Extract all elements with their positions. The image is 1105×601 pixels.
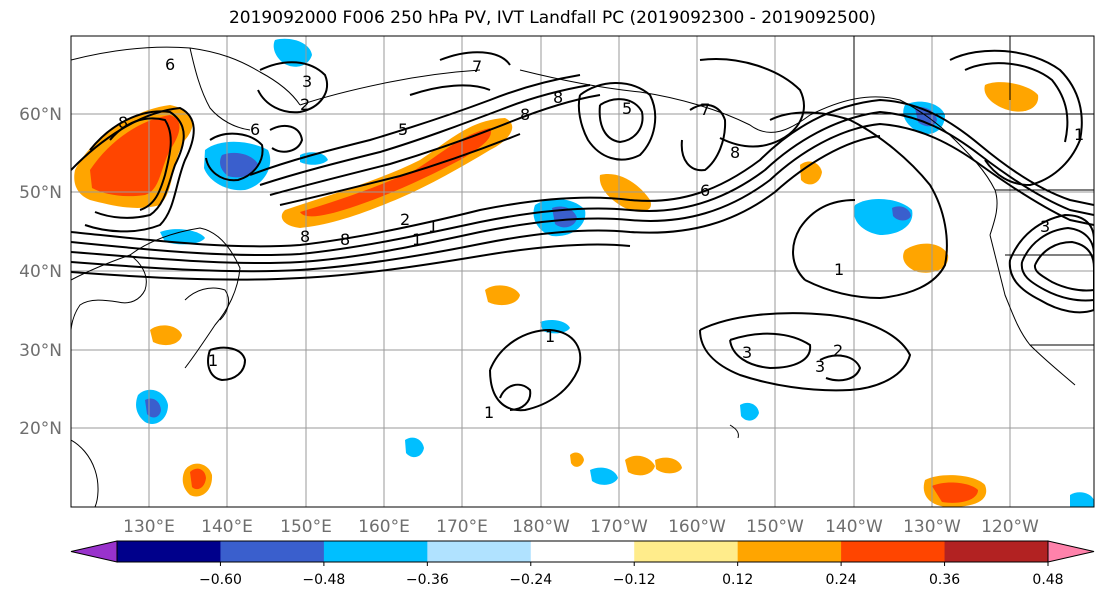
anomaly-positive bbox=[625, 455, 655, 476]
contour-label: 1 bbox=[484, 403, 494, 422]
lon-label: 140°E bbox=[201, 517, 253, 537]
lat-label-30n: 30°N bbox=[19, 341, 62, 361]
pv-contours bbox=[71, 49, 1094, 412]
anomaly-positive bbox=[984, 82, 1039, 112]
anomaly-positive bbox=[655, 457, 682, 474]
colorbar-segment bbox=[634, 541, 739, 562]
contour-label: 7 bbox=[700, 100, 710, 119]
lon-label: 140°W bbox=[825, 517, 883, 537]
contour-label: 8 bbox=[520, 105, 530, 124]
contour-label: 3 bbox=[302, 72, 312, 91]
lon-label: 130°W bbox=[903, 517, 961, 537]
anomaly-negative bbox=[405, 437, 424, 458]
map-title: 2019092000 F006 250 hPa PV, IVT Landfall… bbox=[228, 8, 876, 28]
anomaly-negative bbox=[273, 38, 312, 67]
colorbar-segment bbox=[737, 541, 842, 562]
colorbar-tick-label: 0.36 bbox=[929, 572, 960, 588]
colorbar-tick-label: 0.48 bbox=[1032, 572, 1063, 588]
lon-label: 150°W bbox=[746, 517, 804, 537]
pv-shading bbox=[74, 38, 1094, 507]
contour-label: 8 bbox=[300, 227, 310, 246]
anomaly-positive-core bbox=[932, 482, 978, 503]
contour-label: 5 bbox=[622, 99, 632, 118]
anomaly-negative-core bbox=[892, 206, 911, 221]
colorbar-extend-high bbox=[1047, 540, 1095, 563]
contour-label: 2 bbox=[833, 341, 843, 360]
colorbar-segment bbox=[841, 541, 946, 562]
anomaly-negative bbox=[740, 402, 759, 421]
contour-label: 3 bbox=[815, 357, 825, 376]
colorbar-tick-label: −0.48 bbox=[302, 572, 345, 588]
anomaly-positive bbox=[599, 174, 651, 212]
colorbar-segment bbox=[530, 541, 635, 562]
colorbar-tick-label: −0.24 bbox=[509, 572, 552, 588]
contour-label: 8 bbox=[553, 88, 563, 107]
contour-label: 1 bbox=[208, 351, 218, 370]
anomaly-positive-core bbox=[90, 115, 180, 197]
contour-label: 3 bbox=[742, 343, 752, 362]
colorbar-segment bbox=[117, 541, 221, 562]
longitude-axis: 130°E 140°E 150°E 160°E 170°E 180°W 170°… bbox=[123, 517, 1039, 537]
graticule bbox=[71, 36, 1094, 507]
anomaly-negative bbox=[160, 229, 205, 245]
contour-label: 8 bbox=[340, 230, 350, 249]
anomaly-positive bbox=[150, 325, 182, 346]
anomaly-negative-core bbox=[552, 206, 577, 228]
anomaly-positive bbox=[485, 285, 520, 306]
lat-label-40n: 40°N bbox=[19, 262, 62, 282]
lon-label: 130°E bbox=[123, 517, 175, 537]
contour-label: 1 bbox=[428, 217, 438, 236]
colorbar-frame bbox=[116, 540, 1049, 563]
colorbar-tick-label: −0.36 bbox=[406, 572, 449, 588]
lon-label: 170°W bbox=[590, 517, 648, 537]
colorbar-segment bbox=[323, 541, 428, 562]
colorbar bbox=[70, 540, 1095, 563]
colorbar-segment bbox=[220, 541, 325, 562]
contour-label: 2 bbox=[300, 95, 310, 114]
colorbar-tick-label: −0.12 bbox=[613, 572, 656, 588]
anomaly-positive bbox=[903, 243, 949, 273]
contour-label: 7 bbox=[472, 57, 482, 76]
anomaly-negative bbox=[590, 467, 618, 485]
contour-label: 1 bbox=[412, 230, 422, 249]
anomaly-negative-core bbox=[220, 152, 258, 178]
lat-label-60n: 60°N bbox=[19, 105, 62, 125]
lat-label-50n: 50°N bbox=[19, 183, 62, 203]
contour-label: 5 bbox=[398, 120, 408, 139]
anomaly-negative bbox=[300, 152, 328, 165]
map-frame bbox=[70, 35, 1095, 508]
lon-label: 160°W bbox=[668, 517, 726, 537]
lon-label: 180°W bbox=[512, 517, 570, 537]
lon-label: 120°W bbox=[981, 517, 1039, 537]
colorbar-segment bbox=[944, 541, 1049, 562]
contour-label: 6 bbox=[700, 181, 710, 200]
lon-label: 150°E bbox=[280, 517, 332, 537]
colorbar-tick-label: 0.24 bbox=[826, 572, 857, 588]
contour-label: 6 bbox=[165, 55, 175, 74]
contour-label: 8 bbox=[118, 113, 128, 132]
contour-label: 8 bbox=[730, 143, 740, 162]
contour-label: 6 bbox=[250, 120, 260, 139]
contour-label: 3 bbox=[1040, 217, 1050, 236]
contour-labels: 8 8 8 8 8 8 7 5 3 2 2 1 1 1 1 1 1 3 3 2 … bbox=[118, 55, 1084, 422]
colorbar-ticks: −0.60 −0.48 −0.36 −0.24 −0.12 0.12 0.24 0.36 0.4… bbox=[199, 562, 1064, 588]
colorbar-segment bbox=[427, 541, 532, 562]
anomaly-positive bbox=[570, 452, 584, 467]
colorbar-tick-label: −0.60 bbox=[199, 572, 242, 588]
colorbar-extend-low bbox=[70, 540, 118, 563]
anomaly-positive-core bbox=[190, 468, 206, 490]
lon-label: 170°E bbox=[436, 517, 488, 537]
lon-label: 160°E bbox=[358, 517, 410, 537]
lat-label-20n: 20°N bbox=[19, 419, 62, 439]
colorbar-tick-label: 0.12 bbox=[722, 572, 753, 588]
contour-label: 1 bbox=[834, 260, 844, 279]
contour-label: 2 bbox=[400, 210, 410, 229]
anomaly-negative bbox=[1070, 492, 1094, 507]
contour-label: 1 bbox=[545, 327, 555, 346]
contour-label: 1 bbox=[1074, 125, 1084, 144]
latitude-axis: 60°N 50°N 40°N 30°N 20°N bbox=[19, 105, 62, 439]
